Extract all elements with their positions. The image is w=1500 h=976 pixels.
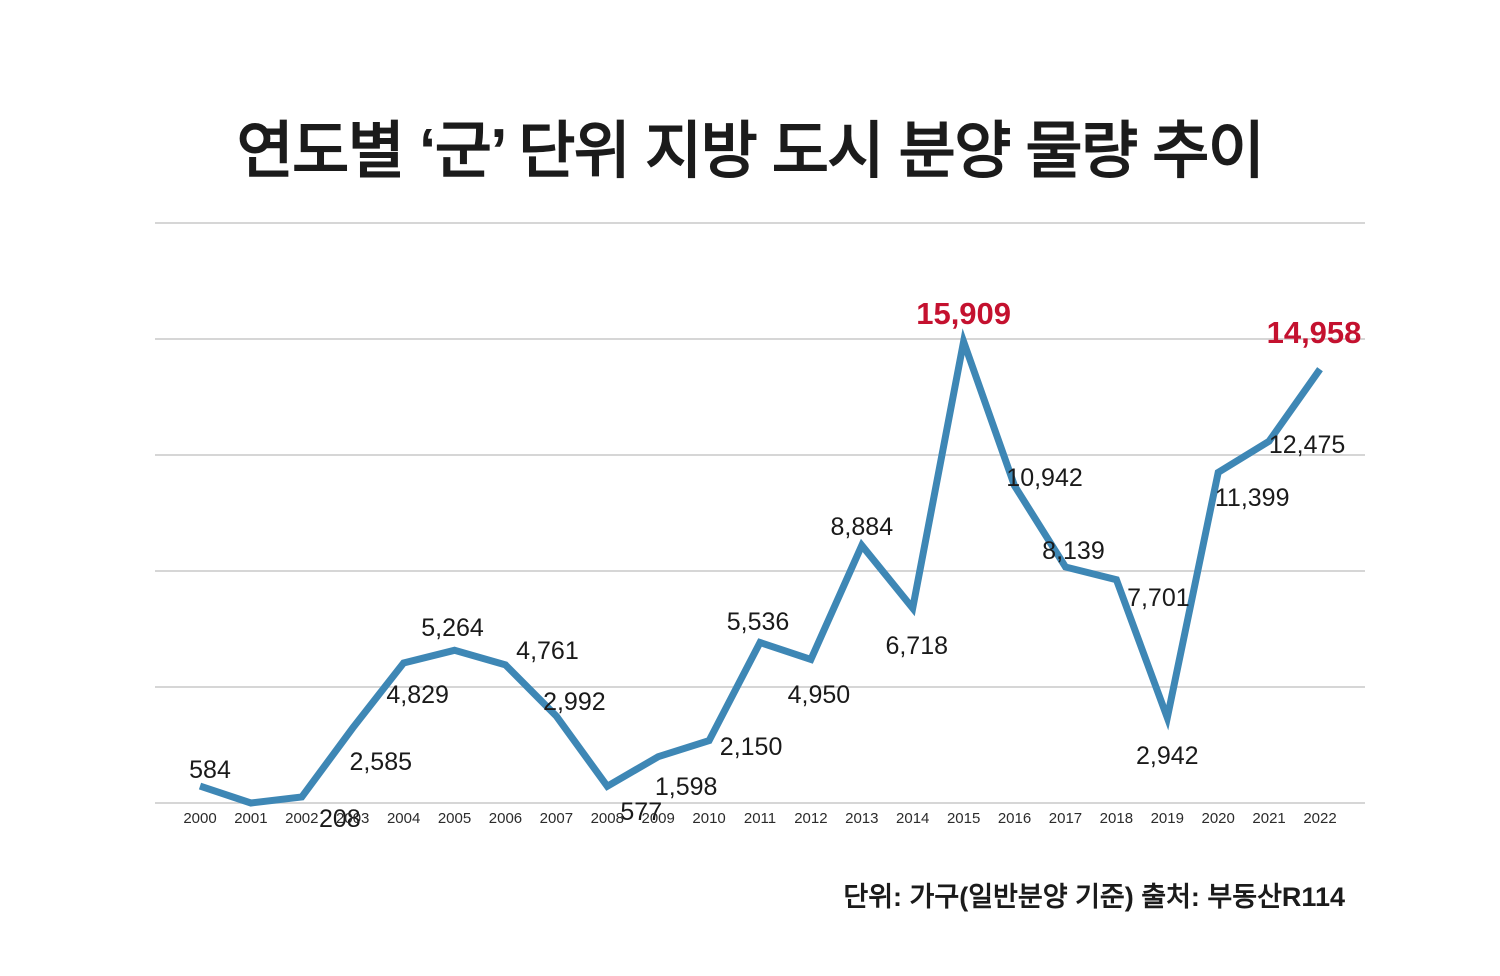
value-label: 10,942: [1006, 463, 1083, 492]
value-label: 4,950: [787, 681, 851, 710]
x-axis-label-2022: 2022: [1303, 810, 1337, 827]
x-axis-label-2007: 2007: [539, 810, 574, 827]
x-axis-label-2000: 2000: [183, 810, 217, 827]
value-label: 11,399: [1214, 484, 1290, 513]
value-label: 5,264: [421, 614, 484, 643]
x-axis-label-2003: 2003: [336, 810, 370, 827]
value-label: 2,585: [349, 748, 412, 777]
x-axis-label-2010: 2010: [692, 810, 726, 827]
value-label: 7,701: [1127, 583, 1190, 612]
series-line-quota: [198, 328, 1323, 807]
page-title: 연도별 ‘군’ 단위 지방 도시 분양 물량 추이: [236, 116, 1265, 186]
value-label: 6,718: [885, 632, 948, 661]
plot-area: 584 208 2,585 4,829 5,264 4,761 2,992 577 1,598 2…: [155, 200, 1365, 833]
line-chart-svg: [155, 222, 1365, 807]
source-note: 단위: 가구(일반분양 기준) 출처: 부동산R114: [843, 882, 1345, 912]
x-axis-label-2016: 2016: [997, 810, 1032, 827]
value-label: 8,139: [1042, 536, 1105, 565]
value-label: 584: [189, 756, 231, 785]
value-label: 8,884: [830, 513, 894, 542]
gridlines-group: [155, 222, 1365, 804]
x-axis-label-2020: 2020: [1201, 810, 1235, 827]
x-axis-label-2019: 2019: [1150, 810, 1184, 827]
value-label: 1,598: [654, 772, 718, 801]
x-axis-label-2014: 2014: [896, 810, 930, 827]
value-label: 12,475: [1268, 431, 1346, 460]
value-label: 2,150: [719, 732, 783, 761]
value-label: 208: [318, 804, 361, 833]
value-label: 5,536: [726, 608, 790, 637]
x-axis-label-2015: 2015: [946, 810, 981, 827]
x-axis-label-2011: 2011: [743, 810, 777, 827]
x-axis-label-2009: 2009: [641, 810, 675, 827]
x-axis-label-2008: 2008: [590, 810, 624, 827]
value-label: 2,992: [543, 688, 606, 717]
x-axis-label-2006: 2006: [488, 810, 523, 827]
value-label: 577: [620, 798, 663, 827]
x-axis-label-2021: 2021: [1252, 810, 1286, 827]
x-axis-label-2018: 2018: [1099, 810, 1134, 827]
value-label: 4,761: [516, 636, 579, 665]
x-axis-label-2004: 2004: [386, 810, 421, 827]
x-axis-label-2012: 2012: [794, 810, 828, 827]
x-axis-label-2017: 2017: [1048, 810, 1083, 827]
x-axis-label-2013: 2013: [845, 810, 879, 827]
x-axis-label-2002: 2002: [285, 810, 319, 827]
x-axis-label-2005: 2005: [437, 810, 472, 827]
x-axis-tick-labels: 2000 2001 2002 2003 2004 2005 2006 2007 2008 2009…: [155, 810, 1365, 840]
x-axis-label-2001: 2001: [234, 810, 268, 827]
value-label: 2,942: [1135, 741, 1199, 770]
value-label-highlight: 14,958: [1266, 315, 1362, 351]
value-label: 4,829: [386, 680, 449, 709]
value-label-highlight: 15,909: [916, 295, 1012, 331]
